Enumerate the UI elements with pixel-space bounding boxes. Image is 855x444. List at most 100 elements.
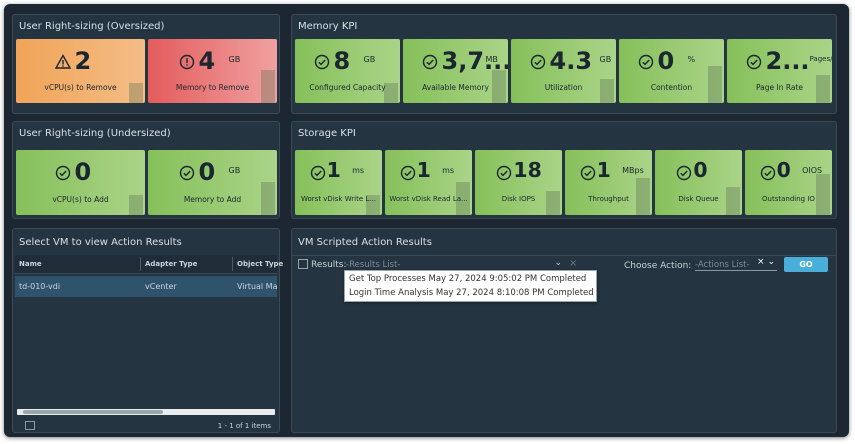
results-select[interactable]: -Results List- ⌄ <box>346 257 564 271</box>
column-toggle[interactable] <box>25 421 35 430</box>
status-icon <box>55 165 71 185</box>
status-icon <box>638 54 654 74</box>
sparkline <box>816 75 830 103</box>
column-header: Adapter Type <box>145 260 198 268</box>
panel: Memory KPI 8 GB Configured Capacity 3,7... MB… <box>291 14 837 114</box>
sparkline <box>456 182 470 215</box>
dashboard: User Right-sizing (Oversized) 2 vCPU(s) to… <box>4 4 849 437</box>
kpi-tile[interactable]: 2...Pages/... Page In Rate <box>727 39 832 103</box>
sparkline <box>546 191 560 215</box>
checkbox[interactable] <box>298 259 308 269</box>
kpi-tile[interactable]: 0 GB Memory to Add <box>148 150 277 215</box>
cell: td-010-vdi <box>19 282 61 291</box>
kpi-tile[interactable]: 1 MBps Throughput <box>565 150 652 215</box>
panel: Storage KPI 1 ms Worst vDisk Write L... 1 ms W… <box>291 121 837 219</box>
column-header: Object Type <box>237 260 284 268</box>
kpi-unit: MB <box>485 55 498 64</box>
status-icon <box>310 165 326 185</box>
sparkline <box>366 195 380 215</box>
kpi-label: Memory to Remove <box>175 83 250 92</box>
kpi-unit: GB <box>228 55 241 64</box>
table-header: Name Adapter Type Object Type <box>15 255 283 274</box>
kpi-label: Memory to Add <box>183 195 242 204</box>
status-icon <box>314 54 330 74</box>
kpi-value: 8 <box>333 47 351 75</box>
kpi-label: Worst vDisk Write L... <box>301 195 376 203</box>
kpi-label: Disk Queue <box>678 195 719 203</box>
results-label: Results: <box>311 260 347 270</box>
kpi-tile[interactable]: 0 Disk Queue <box>655 150 742 215</box>
clear: × ⌄ <box>757 257 775 267</box>
kpi-label: Page In Rate <box>755 83 804 92</box>
kpi-tile[interactable]: 8 GB Configured Capacity <box>295 39 400 103</box>
action-label: Choose Action: <box>624 261 692 271</box>
kpi-label: Outstanding IO <box>762 195 815 203</box>
panel-title: Select VM to view Action Results <box>19 237 182 248</box>
sparkline <box>261 182 275 215</box>
kpi-unit: GB <box>363 55 376 64</box>
results-panel: VM Scripted Action Results Results: -Res… <box>291 228 837 433</box>
kpi-value: 0 <box>693 158 708 182</box>
kpi-tile[interactable]: 0% Contention <box>619 39 724 103</box>
kpi-value: 2... <box>765 47 810 75</box>
placeholder: -Actions List- <box>695 260 750 270</box>
kpi-label: Throughput <box>588 195 629 203</box>
panel: User Right-sizing (Undersized) 0 vCPU(s) t… <box>12 121 280 219</box>
kpi-unit: Pages/... <box>809 55 833 63</box>
go-button[interactable]: GO <box>784 257 828 272</box>
panel-title: User Right-sizing (Undersized) <box>19 128 171 139</box>
dropdown-item[interactable]: Get Top Processes May 27, 2024 9:05:02 P… <box>349 274 587 284</box>
status-icon <box>496 165 512 185</box>
table-row[interactable]: td-010-vdi vCenter Virtual Mac <box>15 276 277 297</box>
status-icon <box>580 165 596 185</box>
status-icon <box>746 54 762 74</box>
placeholder: -Results List- <box>346 260 401 270</box>
cell: Virtual Mac <box>237 282 277 291</box>
kpi-value: 18 <box>513 158 542 182</box>
sparkline <box>129 83 143 103</box>
kpi-value: 4 <box>198 47 216 75</box>
sparkline <box>384 83 398 103</box>
panel-title: Memory KPI <box>298 21 358 32</box>
cell: vCenter <box>145 282 177 291</box>
kpi-tile[interactable]: 4.3 GB Utilization <box>511 39 616 103</box>
sparkline <box>261 70 275 103</box>
panel-title: VM Scripted Action Results <box>298 237 432 248</box>
kpi-value: 1 <box>416 158 431 182</box>
kpi-value: 0 <box>657 47 675 75</box>
kpi-value: 1 <box>326 158 341 182</box>
kpi-value: 4.3 <box>549 47 593 75</box>
panel-title: User Right-sizing (Oversized) <box>19 21 165 32</box>
scrollbar[interactable] <box>17 409 275 415</box>
kpi-tile[interactable]: 3,7... MB Available Memory <box>403 39 508 103</box>
sparkline <box>726 187 740 215</box>
kpi-tile[interactable]: 2 vCPU(s) to Remove <box>16 39 145 103</box>
kpi-unit: MBps <box>622 166 644 175</box>
action-select[interactable]: -Actions List- × ⌄ <box>695 257 777 271</box>
kpi-label: vCPU(s) to Remove <box>44 83 117 92</box>
chevron: ⌄ <box>554 258 562 268</box>
status-icon <box>760 165 776 185</box>
panel: User Right-sizing (Oversized) 2 vCPU(s) to… <box>12 14 280 114</box>
kpi-tile[interactable]: 18 Disk IOPS <box>475 150 562 215</box>
kpi-unit: % <box>687 55 696 64</box>
status-icon <box>530 54 546 74</box>
sparkline <box>492 70 506 103</box>
kpi-value: 1 <box>596 158 611 182</box>
kpi-tile[interactable]: 0 OIOS Outstanding IO <box>745 150 832 215</box>
kpi-unit: GB <box>228 166 241 175</box>
sparkline <box>600 79 614 103</box>
kpi-tile[interactable]: 1 ms Worst vDisk Read La... <box>385 150 472 215</box>
kpi-tile[interactable]: 0 vCPU(s) to Add <box>16 150 145 215</box>
sparkline <box>129 195 143 215</box>
kpi-tile[interactable]: 4 GB Memory to Remove <box>148 39 277 103</box>
kpi-value: 0 <box>776 158 791 182</box>
kpi-tile[interactable]: 1 ms Worst vDisk Write L... <box>295 150 382 215</box>
dropdown: Get Top Processes May 27, 2024 9:05:02 P… <box>344 270 597 302</box>
sparkline <box>816 174 830 215</box>
status-icon <box>400 165 416 185</box>
clear[interactable]: × <box>569 258 578 269</box>
kpi-value: 2 <box>74 47 92 75</box>
dropdown-item[interactable]: Login Time Analysis May 27, 2024 8:10:08… <box>349 288 594 298</box>
